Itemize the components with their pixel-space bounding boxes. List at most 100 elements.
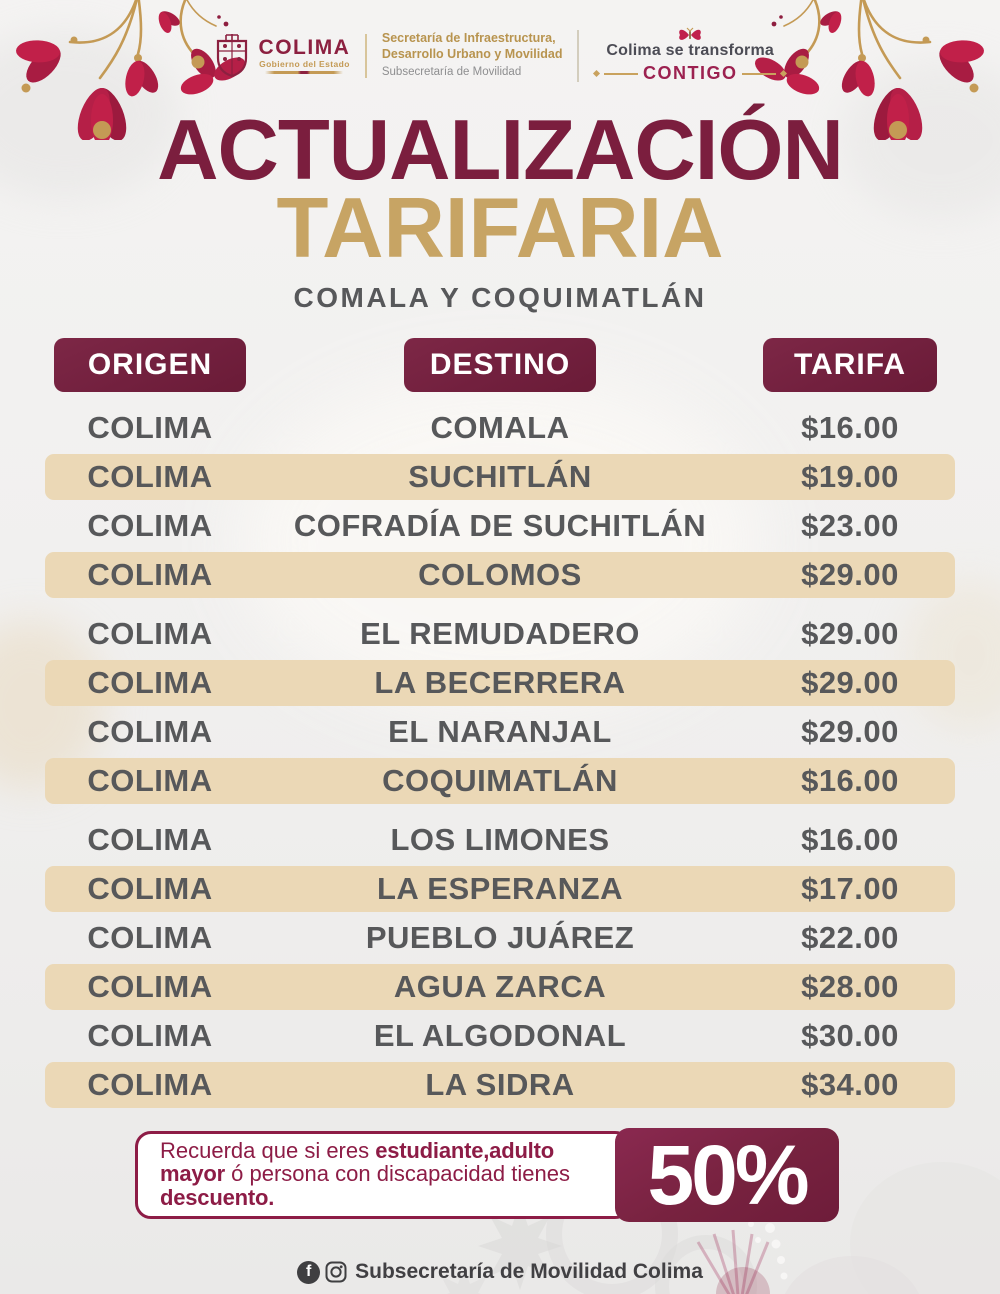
fare-table-row: COLIMA COFRADÍA DE SUCHITLÁN $23.00 bbox=[45, 503, 955, 549]
diamond-ornament bbox=[592, 69, 600, 78]
cell-tarifa: $29.00 bbox=[801, 714, 899, 750]
cell-tarifa: $19.00 bbox=[801, 459, 899, 495]
cell-origen: COLIMA bbox=[87, 459, 213, 495]
poster-title-line2: TARIFARIA bbox=[276, 180, 724, 276]
fare-table-row: COLIMA PUEBLO JUÁREZ $22.00 bbox=[45, 915, 955, 961]
fare-table-row: COLIMA AGUA ZARCA $28.00 bbox=[45, 964, 955, 1011]
floral-corner-decoration-right bbox=[755, 0, 984, 140]
cell-destino: PUEBLO JUÁREZ bbox=[365, 920, 635, 956]
dash-ornament bbox=[742, 72, 777, 75]
poster-subtitle: COMALA Y COQUIMATLÁN bbox=[293, 282, 707, 314]
cell-tarifa: $30.00 bbox=[801, 1018, 899, 1054]
cell-destino: AGUA ZARCA bbox=[393, 969, 607, 1005]
fare-table-row: COLIMA COLOMOS $29.00 bbox=[45, 552, 955, 599]
fare-table-row: COLIMA COQUIMATLÁN $16.00 bbox=[45, 758, 955, 805]
diamond-ornament bbox=[780, 69, 788, 78]
discount-note-bold: descuento. bbox=[160, 1184, 275, 1210]
cell-origen: COLIMA bbox=[87, 1018, 213, 1054]
fare-table-rows: COLIMA COMALA $16.00 COLIMA SUCHITLÁN $1… bbox=[45, 405, 955, 1109]
butterfly-icon bbox=[679, 27, 702, 40]
title-block: ACTUALIZACIÓN TARIFARIA COMALA Y COQUIMA… bbox=[0, 103, 1000, 314]
facebook-icon: f bbox=[297, 1260, 321, 1284]
floral-corner-decoration-left bbox=[16, 0, 245, 140]
colima-crest-icon bbox=[216, 33, 247, 77]
fare-table-row: COLIMA EL REMUDADERO $29.00 bbox=[45, 611, 955, 657]
cell-tarifa: $34.00 bbox=[801, 1067, 899, 1103]
cell-destino: SUCHITLÁN bbox=[408, 459, 592, 495]
header-divider bbox=[365, 33, 367, 78]
column-header-origen: ORIGEN bbox=[54, 338, 246, 393]
cell-tarifa: $23.00 bbox=[801, 508, 899, 544]
discount-note-bold: estudiante,adulto mayor bbox=[160, 1137, 554, 1187]
cell-destino: COQUIMATLÁN bbox=[382, 763, 618, 799]
fare-table-row: COLIMA LA ESPERANZA $17.00 bbox=[45, 866, 955, 913]
cell-tarifa: $17.00 bbox=[801, 871, 899, 907]
cell-origen: COLIMA bbox=[87, 665, 213, 701]
fare-table-row: COLIMA EL NARANJAL $29.00 bbox=[45, 709, 955, 755]
cell-destino: COFRADÍA DE SUCHITLÁN bbox=[293, 508, 707, 544]
fare-table-row: COLIMA SUCHITLÁN $19.00 bbox=[45, 454, 955, 501]
cell-destino: LOS LIMONES bbox=[390, 822, 610, 858]
cell-tarifa: $29.00 bbox=[801, 557, 899, 593]
cell-origen: COLIMA bbox=[87, 714, 213, 750]
cell-tarifa: $22.00 bbox=[801, 920, 899, 956]
cell-origen: COLIMA bbox=[87, 410, 213, 446]
cell-destino: LA BECERRERA bbox=[374, 665, 626, 701]
gov-logo-name: COLIMA bbox=[258, 35, 351, 59]
cell-destino: LA SIDRA bbox=[425, 1067, 575, 1103]
cell-destino: EL NARANJAL bbox=[388, 714, 612, 750]
cell-origen: COLIMA bbox=[87, 871, 213, 907]
cell-tarifa: $29.00 bbox=[801, 665, 899, 701]
cell-tarifa: $16.00 bbox=[801, 822, 899, 858]
discount-banner: Recuerda que si eres estudiante,adulto m… bbox=[0, 1128, 987, 1223]
secretariat-block: Secretaría de Infraestructura, Desarroll… bbox=[382, 31, 563, 80]
cell-destino: EL ALGODONAL bbox=[373, 1018, 627, 1054]
fare-table-row: COLIMA EL ALGODONAL $30.00 bbox=[45, 1013, 955, 1059]
footer-social-text: Subsecretaría de Movilidad Colima bbox=[355, 1260, 703, 1284]
dash-ornament bbox=[603, 72, 638, 75]
discount-percentage: 50% bbox=[615, 1128, 839, 1223]
fare-table-header: ORIGEN DESTINO TARIFA bbox=[45, 338, 955, 393]
discount-note-text: ó persona con discapacidad tienes bbox=[225, 1161, 570, 1187]
instagram-icon bbox=[325, 1261, 347, 1283]
gov-logo-tagline: Gobierno del Estado bbox=[259, 58, 350, 69]
cell-destino: LA ESPERANZA bbox=[377, 871, 623, 907]
poster-title-line1: ACTUALIZACIÓN bbox=[157, 103, 844, 198]
cell-destino: EL REMUDADERO bbox=[360, 616, 640, 652]
background-ornaments bbox=[441, 1162, 1000, 1294]
cell-origen: COLIMA bbox=[87, 822, 213, 858]
secretariat-line3: Subsecretaría de Movilidad bbox=[381, 66, 522, 79]
discount-note-text: Recuerda que si eres bbox=[160, 1137, 376, 1163]
secretariat-line2: Desarrollo Urbano y Movilidad bbox=[381, 46, 563, 61]
slogan-contigo-row: CONTIGO bbox=[592, 63, 788, 84]
header-divider bbox=[577, 29, 579, 82]
cell-tarifa: $29.00 bbox=[801, 616, 899, 652]
slogan-text: Colima se transforma bbox=[606, 42, 774, 59]
secretariat-line1: Secretaría de Infraestructura, bbox=[381, 31, 556, 46]
fare-table-row: COLIMA COMALA $16.00 bbox=[45, 405, 955, 451]
cell-origen: COLIMA bbox=[87, 969, 213, 1005]
column-header-tarifa: TARIFA bbox=[763, 338, 937, 393]
column-header-destino: DESTINO bbox=[404, 338, 596, 393]
cell-origen: COLIMA bbox=[87, 763, 213, 799]
cell-origen: COLIMA bbox=[87, 1067, 213, 1103]
footer: f Subsecretaría de Movilidad Colima bbox=[0, 1260, 1000, 1284]
cell-tarifa: $16.00 bbox=[801, 763, 899, 799]
cell-destino: COMALA bbox=[430, 410, 570, 446]
cell-tarifa: $28.00 bbox=[801, 969, 899, 1005]
slogan-contigo: CONTIGO bbox=[642, 63, 738, 83]
gov-logo-flourish bbox=[265, 71, 344, 75]
fare-table: ORIGEN DESTINO TARIFA COLIMA COMALA $16.… bbox=[45, 338, 955, 1109]
fare-table-row: COLIMA LA BECERRERA $29.00 bbox=[45, 660, 955, 707]
cell-destino: COLOMOS bbox=[418, 557, 582, 593]
cell-origen: COLIMA bbox=[87, 557, 213, 593]
cell-origen: COLIMA bbox=[87, 616, 213, 652]
discount-note: Recuerda que si eres estudiante,adulto m… bbox=[135, 1130, 631, 1220]
slogan-block: Colima se transforma CONTIGO bbox=[592, 27, 788, 84]
fare-table-row: COLIMA LOS LIMONES $16.00 bbox=[45, 817, 955, 863]
header-bar: COLIMA Gobierno del Estado Secretaría de… bbox=[0, 0, 1000, 84]
fare-table-row: COLIMA LA SIDRA $34.00 bbox=[45, 1062, 955, 1109]
cell-tarifa: $16.00 bbox=[801, 410, 899, 446]
cell-origen: COLIMA bbox=[87, 508, 213, 544]
